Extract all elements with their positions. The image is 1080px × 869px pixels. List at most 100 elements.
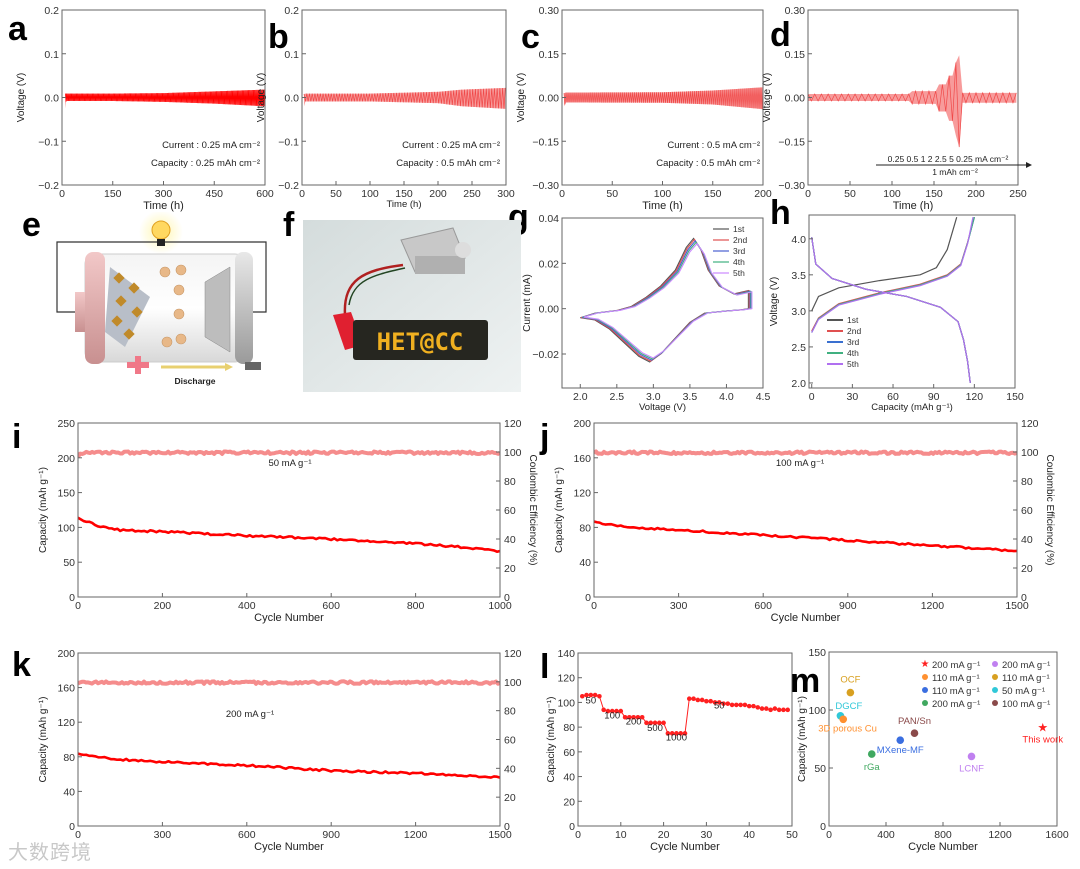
x-tick-label: 0	[826, 829, 832, 841]
rate-point	[751, 704, 756, 709]
y-axis-label: Voltage (V)	[516, 73, 527, 122]
y-tick-label: −0.15	[532, 136, 559, 148]
rate-point	[580, 694, 585, 699]
x-tick-label: 450	[205, 188, 223, 200]
rate-point	[777, 708, 782, 713]
panel-label-b: b	[268, 20, 289, 54]
y-tick-label: 0	[585, 592, 591, 604]
rate-point	[755, 705, 760, 710]
x-tick-label: 4.0	[719, 391, 734, 403]
y-tick-label: 0.2	[44, 5, 59, 17]
arrow-head-icon	[1026, 162, 1032, 168]
point-label: 3D porous Cu	[818, 723, 877, 734]
y2-tick-label: 100	[1021, 447, 1039, 459]
y-axis-label: Capacity (mAh g⁻¹)	[38, 467, 49, 553]
plot-frame	[594, 423, 1017, 597]
y-axis-label: Current (mA)	[522, 274, 533, 332]
y2-tick-label: 40	[1021, 534, 1033, 546]
y-tick-label: 140	[557, 648, 575, 660]
chart-panel-g: 2.0 2.5 3.0 3.5 4.0 4.50.040.020.00−0.02Volta…	[522, 213, 770, 413]
legend-label: 50 mA g⁻¹	[1002, 686, 1045, 697]
x-tick-label: 120	[966, 391, 984, 403]
chart-panel-k: 0 300 600 900 1200 15000408012016020002040608…	[38, 648, 522, 853]
x-tick-label: 10	[615, 829, 627, 841]
y-tick-label: 50	[63, 557, 75, 569]
legend-marker	[992, 687, 998, 693]
panel-label-e: e	[22, 208, 41, 242]
capacity-line	[78, 518, 500, 552]
x-axis-label: Time (h)	[893, 200, 934, 212]
y-tick-label: 200	[573, 418, 591, 430]
x-axis-label: Cycle Number	[254, 612, 324, 624]
x-tick-label: 0	[591, 600, 597, 612]
rate-point	[730, 703, 735, 708]
x-tick-label: 0	[75, 600, 81, 612]
legend-marker	[992, 674, 998, 680]
rate-point	[726, 701, 731, 706]
y-tick-label: 100	[57, 522, 75, 534]
legend-label: 110 mA g⁻¹	[932, 686, 980, 697]
y-tick-label: −0.2	[38, 180, 59, 192]
x-tick-label: 50	[330, 188, 342, 200]
chart-panel-m: ★0 400 800 1200 1600050100150Cycle NumberCap…	[797, 647, 1069, 853]
y-tick-label: 0.30	[539, 5, 560, 17]
annotation: 200 mA g⁻¹	[226, 709, 274, 720]
legend-label: 200 mA g⁻¹	[932, 660, 980, 671]
x-tick-label: 30	[847, 391, 859, 403]
y2-tick-label: 100	[504, 447, 522, 459]
y-tick-label: 0.1	[44, 49, 59, 61]
y2-tick-label: 80	[1021, 476, 1033, 488]
y2-tick-label: 60	[504, 505, 516, 517]
x-tick-label: 150	[1006, 391, 1024, 403]
x-tick-label: 600	[238, 829, 256, 841]
x-tick-label: 50	[844, 188, 856, 200]
y-tick-label: 0.00	[539, 93, 560, 105]
point-label: MXene-MF	[877, 745, 924, 756]
y2-tick-label: 20	[504, 563, 516, 575]
x-tick-label: 150	[104, 188, 122, 200]
x-tick-label: 300	[155, 188, 173, 200]
y-axis-label: Capacity (mAh g⁻¹)	[554, 467, 565, 553]
legend-star-icon: ★	[921, 659, 930, 670]
x-axis-label: Time (h)	[386, 199, 421, 210]
battery-schematic: Discharge	[45, 212, 285, 397]
y-tick-label: 100	[808, 705, 826, 717]
led-text: HET@CC	[377, 328, 464, 356]
y-tick-label: 50	[814, 763, 826, 775]
voltage-envelope	[808, 55, 1016, 147]
panel-label-c: c	[521, 20, 540, 54]
x-tick-label: 2.5	[610, 391, 625, 403]
y-tick-label: −0.1	[38, 136, 59, 148]
y-tick-label: −0.2	[278, 180, 299, 192]
y-tick-label: 40	[563, 772, 575, 784]
annotation: 1 mAh cm⁻²	[932, 167, 978, 177]
y-tick-label: 0	[69, 821, 75, 833]
rate-point	[764, 706, 769, 711]
panel-label-i: i	[12, 420, 21, 454]
plot-area	[304, 88, 505, 109]
y-tick-label: 80	[579, 522, 591, 534]
legend-label: 3rd	[847, 337, 860, 347]
x-axis-label: Time (h)	[642, 200, 683, 212]
positive-cap	[85, 252, 105, 364]
rate-point	[743, 703, 748, 708]
x-tick-label: 1200	[404, 829, 428, 841]
x-tick-label: 600	[256, 188, 274, 200]
legend-label: 2nd	[847, 326, 861, 336]
anode-mesh	[205, 267, 230, 352]
y-tick-label: 0.00	[539, 304, 560, 316]
rate-point	[708, 699, 713, 704]
bulb-socket	[157, 239, 165, 246]
legend-marker	[922, 674, 928, 680]
x-axis-label: Time (h)	[143, 200, 184, 212]
y-tick-label: 250	[57, 418, 75, 430]
x-tick-label: 50	[606, 188, 618, 200]
annotation: Current : 0.5 mA cm⁻²	[667, 140, 760, 151]
cv-curve-4th	[583, 242, 751, 359]
x-tick-label: 150	[925, 188, 943, 200]
chart-panel-j: 0 300 600 900 1200 15000408012016020002040608…	[554, 418, 1055, 624]
y-tick-label: 0	[569, 821, 575, 833]
y-tick-label: 0.0	[44, 93, 59, 105]
chart-panel-h: 0 30 60 90 120 1504.03.53.02.52.0Capacity (mA…	[769, 215, 1024, 413]
y2-tick-label: 40	[504, 763, 516, 775]
